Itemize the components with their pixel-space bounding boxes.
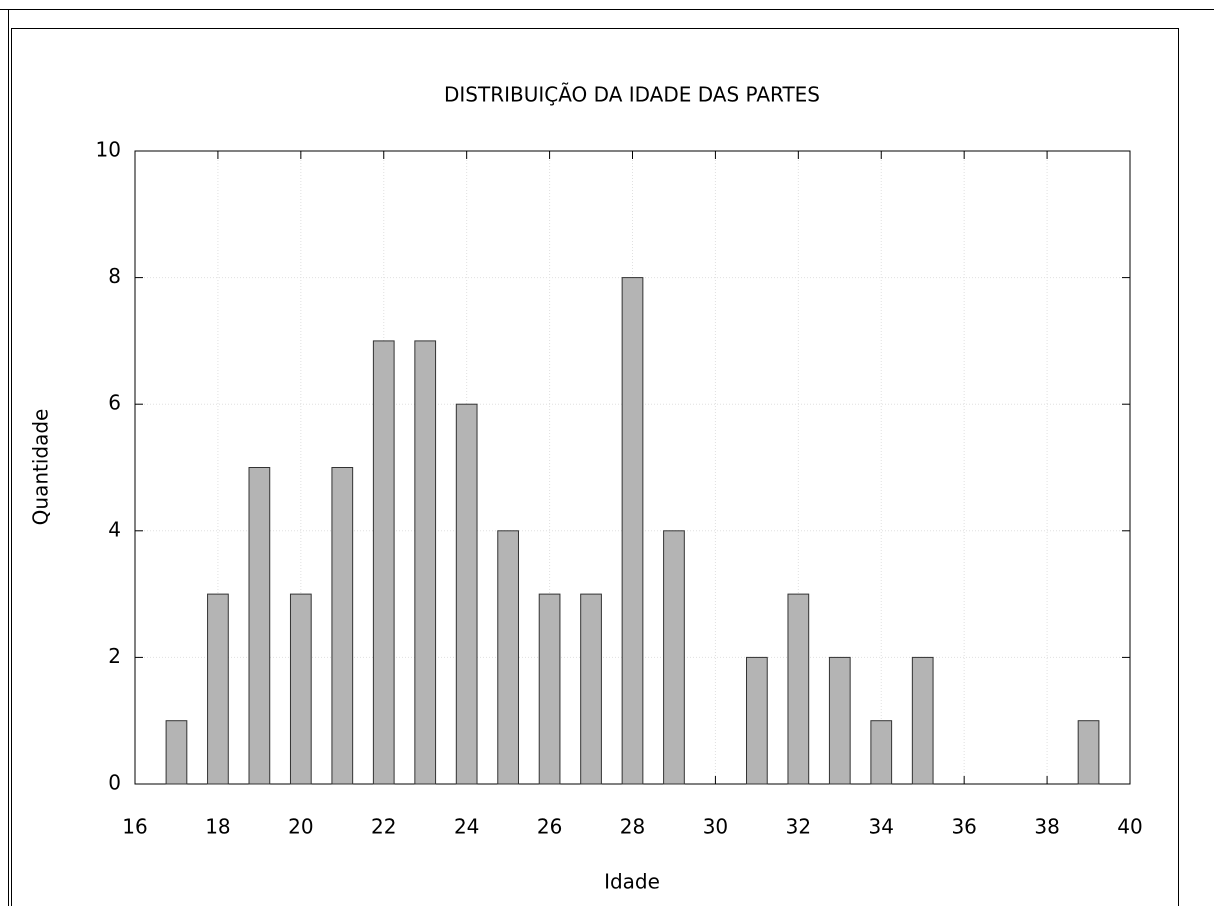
x-tick-label: 18 [205, 815, 230, 839]
bar [911, 656, 934, 785]
bar [372, 340, 395, 785]
x-tick-label: 16 [122, 815, 147, 839]
bar [248, 467, 271, 785]
chart-title: DISTRIBUIÇÃO DA IDADE DAS PARTES [444, 83, 820, 107]
y-tick-label: 6 [108, 391, 121, 415]
inner-frame [11, 28, 1179, 910]
y-tick-label: 4 [108, 517, 121, 541]
bar [787, 593, 810, 785]
bar [1077, 720, 1100, 785]
x-tick-label: 34 [869, 815, 894, 839]
bar [497, 530, 519, 785]
bar [870, 720, 893, 785]
bar [207, 593, 229, 785]
bar [828, 656, 851, 785]
y-tick-label: 8 [108, 264, 121, 288]
bar [580, 593, 602, 785]
bar [165, 720, 188, 785]
bar [663, 530, 685, 785]
bar [538, 593, 561, 785]
y-tick-label: 2 [108, 644, 121, 668]
x-axis-label: Idade [604, 870, 660, 894]
x-tick-label: 22 [371, 815, 396, 839]
bar [289, 593, 312, 785]
bar [455, 403, 478, 785]
y-tick-label: 0 [108, 771, 121, 795]
x-tick-label: 30 [703, 815, 728, 839]
bar [621, 277, 644, 785]
x-tick-label: 24 [454, 815, 479, 839]
x-tick-label: 20 [288, 815, 313, 839]
x-tick-label: 32 [786, 815, 811, 839]
bar [331, 467, 354, 785]
bar [414, 340, 437, 785]
x-tick-label: 28 [620, 815, 645, 839]
y-tick-label: 10 [96, 138, 121, 162]
x-tick-label: 38 [1034, 815, 1059, 839]
x-tick-label: 26 [537, 815, 562, 839]
y-axis-label: Quantidade [29, 409, 53, 526]
bar [746, 656, 768, 785]
x-tick-label: 40 [1117, 815, 1142, 839]
x-tick-label: 36 [951, 815, 976, 839]
